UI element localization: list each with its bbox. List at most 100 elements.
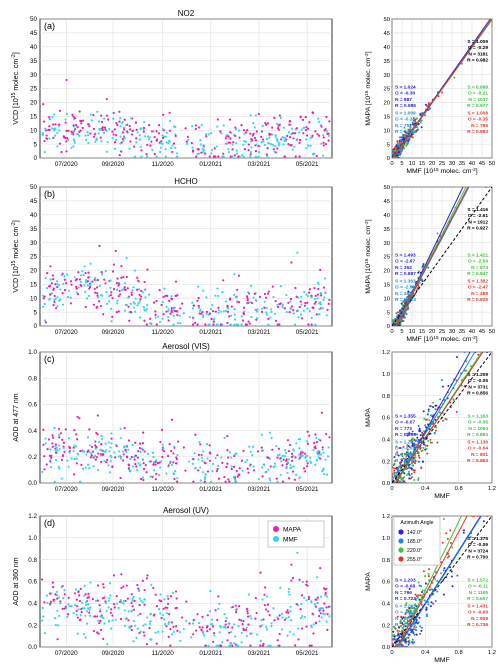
data-point-mapa: [254, 139, 257, 142]
data-point-mapa: [201, 626, 204, 629]
data-point-mapa: [318, 451, 321, 454]
data-point-mapa: [66, 137, 69, 140]
data-point-mapa: [50, 282, 53, 285]
y-tick-label: 10: [384, 128, 390, 134]
data-point-mapa: [265, 123, 268, 126]
data-point-mmf: [171, 144, 174, 147]
data-point-mapa: [245, 131, 248, 134]
x-tick-label: 03/2021: [248, 650, 271, 657]
data-point: [406, 308, 409, 311]
data-point-mmf: [263, 143, 266, 147]
data-point: [465, 360, 468, 363]
data-point-mmf: [121, 450, 124, 453]
data-point-mapa: [192, 618, 196, 621]
data-point-mmf: [242, 143, 245, 146]
legend-label: 185.0°: [407, 539, 422, 545]
data-point-mapa: [142, 126, 146, 130]
data-point: [420, 466, 423, 469]
data-point: [405, 451, 408, 454]
data-point-mapa: [131, 605, 134, 608]
data-point: [399, 469, 402, 472]
data-point-mapa: [216, 618, 219, 622]
data-point-mapa: [240, 459, 244, 462]
data-point-mapa: [96, 278, 99, 282]
data-point-mmf: [282, 126, 285, 129]
data-point-mapa: [155, 130, 158, 133]
data-point-mmf: [103, 622, 106, 625]
data-point: [434, 578, 437, 581]
y-tick-label: 15: [384, 115, 390, 121]
data-point-mmf: [108, 582, 112, 585]
data-point-mapa: [325, 606, 328, 609]
data-point-mapa: [112, 111, 115, 115]
data-point: [423, 599, 426, 602]
data-point: [408, 463, 411, 466]
data-point-mmf: [324, 277, 327, 280]
data-point-mmf: [244, 461, 247, 464]
data-point-mmf: [204, 476, 207, 479]
data-point-mmf: [76, 632, 79, 635]
data-point-mapa: [260, 310, 264, 313]
data-point-mmf: [244, 140, 248, 143]
stat-text: S = 1.136: [467, 440, 488, 446]
data-point-mapa: [289, 144, 292, 147]
data-point: [427, 439, 430, 442]
data-point-mmf: [317, 453, 320, 456]
data-point-mmf: [138, 597, 141, 600]
data-point: [394, 475, 397, 478]
data-point-mapa: [75, 287, 78, 290]
data-point-mapa: [137, 279, 140, 282]
data-point-mapa: [320, 294, 323, 297]
stat-text: S = 1.572: [467, 578, 488, 584]
data-point: [455, 355, 458, 358]
data-point-mapa: [304, 301, 307, 305]
data-point-mmf: [159, 150, 162, 154]
data-point-mmf: [178, 314, 182, 317]
data-point-mapa: [120, 141, 123, 144]
data-point-mmf: [84, 290, 87, 293]
data-point: [398, 446, 401, 449]
data-point-mapa: [73, 429, 76, 432]
data-point-mapa: [94, 458, 97, 461]
data-point-mmf: [173, 470, 177, 473]
data-point-mapa: [96, 294, 99, 297]
data-point-mmf: [152, 469, 156, 472]
data-point-mmf: [303, 615, 307, 619]
data-point-mmf: [316, 601, 319, 605]
data-point-mapa: [103, 278, 106, 281]
data-point-mmf: [129, 457, 132, 461]
data-point-mapa: [241, 623, 244, 626]
data-point-mapa: [197, 469, 200, 472]
data-point-mmf: [145, 308, 148, 311]
data-point-mmf: [131, 443, 134, 446]
data-point-mapa: [135, 137, 138, 140]
data-point-mmf: [152, 130, 155, 133]
data-point-mmf: [163, 618, 166, 621]
data-point-mapa: [90, 445, 94, 449]
data-point-mapa: [118, 600, 122, 603]
data-point-mmf: [167, 308, 170, 311]
data-point-mmf: [161, 317, 164, 320]
data-point-mapa: [43, 120, 46, 123]
stat-text: O = -2.97: [395, 259, 415, 265]
data-point-mmf: [307, 144, 310, 147]
data-point-mmf: [205, 296, 208, 299]
data-point-mmf: [298, 476, 301, 479]
data-point: [394, 149, 397, 152]
data-point-mmf: [301, 615, 304, 618]
data-point: [427, 266, 430, 269]
y-tick-label: 50: [384, 185, 390, 191]
data-point-mapa: [111, 296, 114, 300]
x-tick-label: 05/2021: [296, 650, 319, 657]
y-tick-label: 35: [30, 226, 38, 233]
data-point-mmf: [295, 473, 298, 476]
data-point-mmf: [200, 123, 203, 127]
data-point-mmf: [84, 614, 87, 617]
data-point: [420, 626, 423, 629]
data-point-mapa: [120, 276, 123, 279]
data-point-mmf: [281, 304, 284, 307]
data-point-mapa: [276, 126, 280, 130]
data-point-mmf: [146, 616, 149, 619]
data-point: [403, 646, 406, 647]
data-point-mmf: [43, 151, 46, 154]
